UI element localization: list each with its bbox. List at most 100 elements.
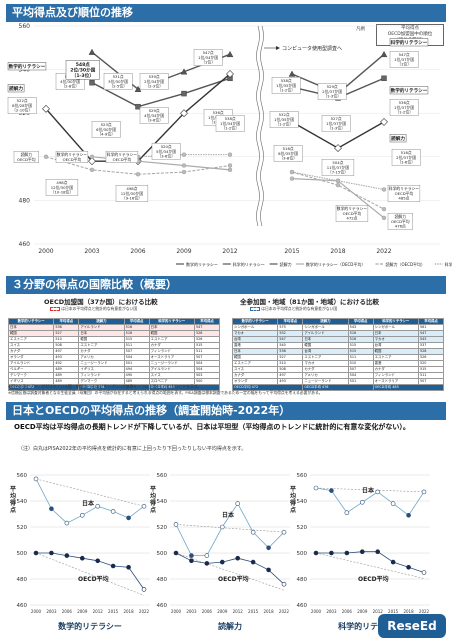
svg-text:〔2-10位〕: 〔2-10位〕	[12, 108, 32, 113]
data-point	[359, 549, 365, 554]
table-footer-cell: OECD平均 485	[148, 384, 221, 391]
y-tick-label: 480	[17, 577, 28, 583]
data-point	[110, 509, 116, 514]
data-point	[390, 559, 396, 565]
svg-text:OECD平均: OECD平均	[391, 219, 410, 224]
data-point	[329, 550, 334, 556]
y-axis-label: 平均得点	[289, 486, 296, 514]
small-chart-2: 460 480 500 520 540 560 2000 2003 2006 2009 2012 20…	[289, 473, 430, 631]
data-point	[173, 522, 179, 527]
svg-text:520点: 520点	[161, 144, 172, 149]
svg-text:548点: 548点	[76, 61, 91, 68]
legend-line2: OECD加盟国中の順位	[387, 32, 433, 37]
svg-text:522点: 522点	[17, 98, 28, 103]
data-point	[42, 104, 50, 113]
svg-text:〔1-6位〕: 〔1-6位〕	[397, 160, 415, 165]
svg-text:〔2-5位〕: 〔2-5位〕	[109, 84, 127, 89]
data-point	[226, 50, 234, 58]
svg-text:〔9-16位〕: 〔9-16位〕	[122, 196, 142, 201]
callout-s2022: 科学的リテラシー	[389, 38, 429, 47]
svg-text:数学的リテラシー: 数学的リテラシー	[337, 206, 368, 211]
data-point	[49, 506, 54, 512]
oecd-note-text: は日本の平均得点と統計的な有意差がない国	[61, 306, 138, 311]
computer-based-note: コンピュータ使用型調査へ	[282, 45, 342, 52]
svg-text:498点: 498点	[56, 180, 67, 185]
series-line	[315, 487, 425, 516]
data-point	[79, 555, 85, 561]
svg-text:12位/30か国: 12位/30か国	[51, 185, 74, 190]
svg-text:〔4-9位〕: 〔4-9位〕	[97, 132, 115, 137]
series-line	[291, 171, 385, 191]
trend-line	[315, 487, 425, 493]
data-point	[141, 587, 147, 592]
legend-entry: 科学的リテラシー	[233, 261, 265, 267]
svg-text:8位/28か国: 8位/28か国	[12, 103, 32, 108]
svg-text:529点: 529点	[327, 84, 338, 89]
x-tick-label: 2022	[419, 609, 430, 614]
x-tick-label: 2022	[139, 609, 150, 614]
japan-label: 日本	[362, 486, 375, 494]
legend-line1: 平均得点	[401, 26, 419, 31]
data-point	[334, 144, 342, 153]
svg-text:6位/35か国: 6位/35か国	[278, 151, 298, 156]
data-point	[43, 154, 49, 159]
small-chart-title: 数学的リテラシー	[58, 621, 122, 631]
svg-text:数学的リテラシー: 数学的リテラシー	[57, 152, 88, 157]
svg-text:485点: 485点	[398, 196, 409, 201]
data-point	[141, 503, 147, 509]
all-comparison-note: は日本の平均得点と統計的な有意差がない国	[250, 306, 337, 311]
all-comparison-table: 数学的リテラシー 平均得点 読解力 平均得点 科学的リテラシー 平均得点 シンガポール 575…	[231, 318, 445, 391]
svg-text:〔7-15位〕: 〔7-15位〕	[328, 170, 348, 175]
data-point	[375, 549, 381, 554]
data-point	[173, 550, 179, 556]
data-point	[135, 172, 141, 177]
series-line	[35, 478, 145, 524]
svg-text:読解力: 読解力	[9, 85, 23, 92]
data-point	[180, 68, 188, 75]
svg-text:読解力: 読解力	[391, 135, 405, 142]
data-point	[381, 215, 387, 220]
data-point	[180, 109, 188, 118]
oecd-label: OECD平均	[218, 575, 249, 583]
svg-text:4位/34か国: 4位/34か国	[144, 113, 164, 118]
data-point	[227, 163, 233, 168]
x-tick-label: 2006	[202, 609, 213, 614]
svg-text:1位/37か国: 1位/37か国	[394, 105, 414, 110]
x-tick-label: 2012	[233, 609, 244, 614]
svg-text:〔1-3位〕: 〔1-3位〕	[327, 126, 345, 131]
x-tick-label: 2022	[279, 609, 290, 614]
legend-entry: 数学的リテラシー	[186, 261, 218, 267]
legend-entry: 読解力	[280, 261, 292, 267]
legend-entry: 科学的リテラシー（OECD平均）	[445, 261, 452, 267]
svg-text:OECD平均: OECD平均	[17, 157, 36, 162]
svg-text:〔1-2位〕: 〔1-2位〕	[277, 88, 295, 93]
svg-text:数学的リテラシー: 数学的リテラシー	[9, 63, 46, 70]
svg-text:516点: 516点	[283, 146, 294, 151]
x-tick-label: 2006	[62, 609, 73, 614]
small-chart-title: 科学的リテラシー	[338, 621, 402, 631]
trend-line	[35, 478, 145, 507]
x-tick-label: 2018	[263, 609, 274, 614]
data-point	[126, 515, 131, 521]
axis-break-mark	[256, 25, 260, 227]
svg-text:〔1位〕: 〔1位〕	[201, 60, 215, 65]
data-point	[380, 50, 388, 58]
data-point	[289, 176, 295, 181]
table-row: エストニア 510 韓国 515 エストニア 526	[7, 336, 221, 343]
data-point	[219, 559, 225, 565]
dashed-box-icon	[250, 307, 260, 311]
svg-text:〔1-2位〕: 〔1-2位〕	[221, 126, 239, 131]
y-tick-label: 460	[297, 603, 308, 609]
svg-text:523点: 523点	[101, 122, 112, 127]
dashed-box-icon	[50, 307, 60, 311]
data-point	[250, 559, 256, 565]
data-point	[313, 485, 319, 491]
